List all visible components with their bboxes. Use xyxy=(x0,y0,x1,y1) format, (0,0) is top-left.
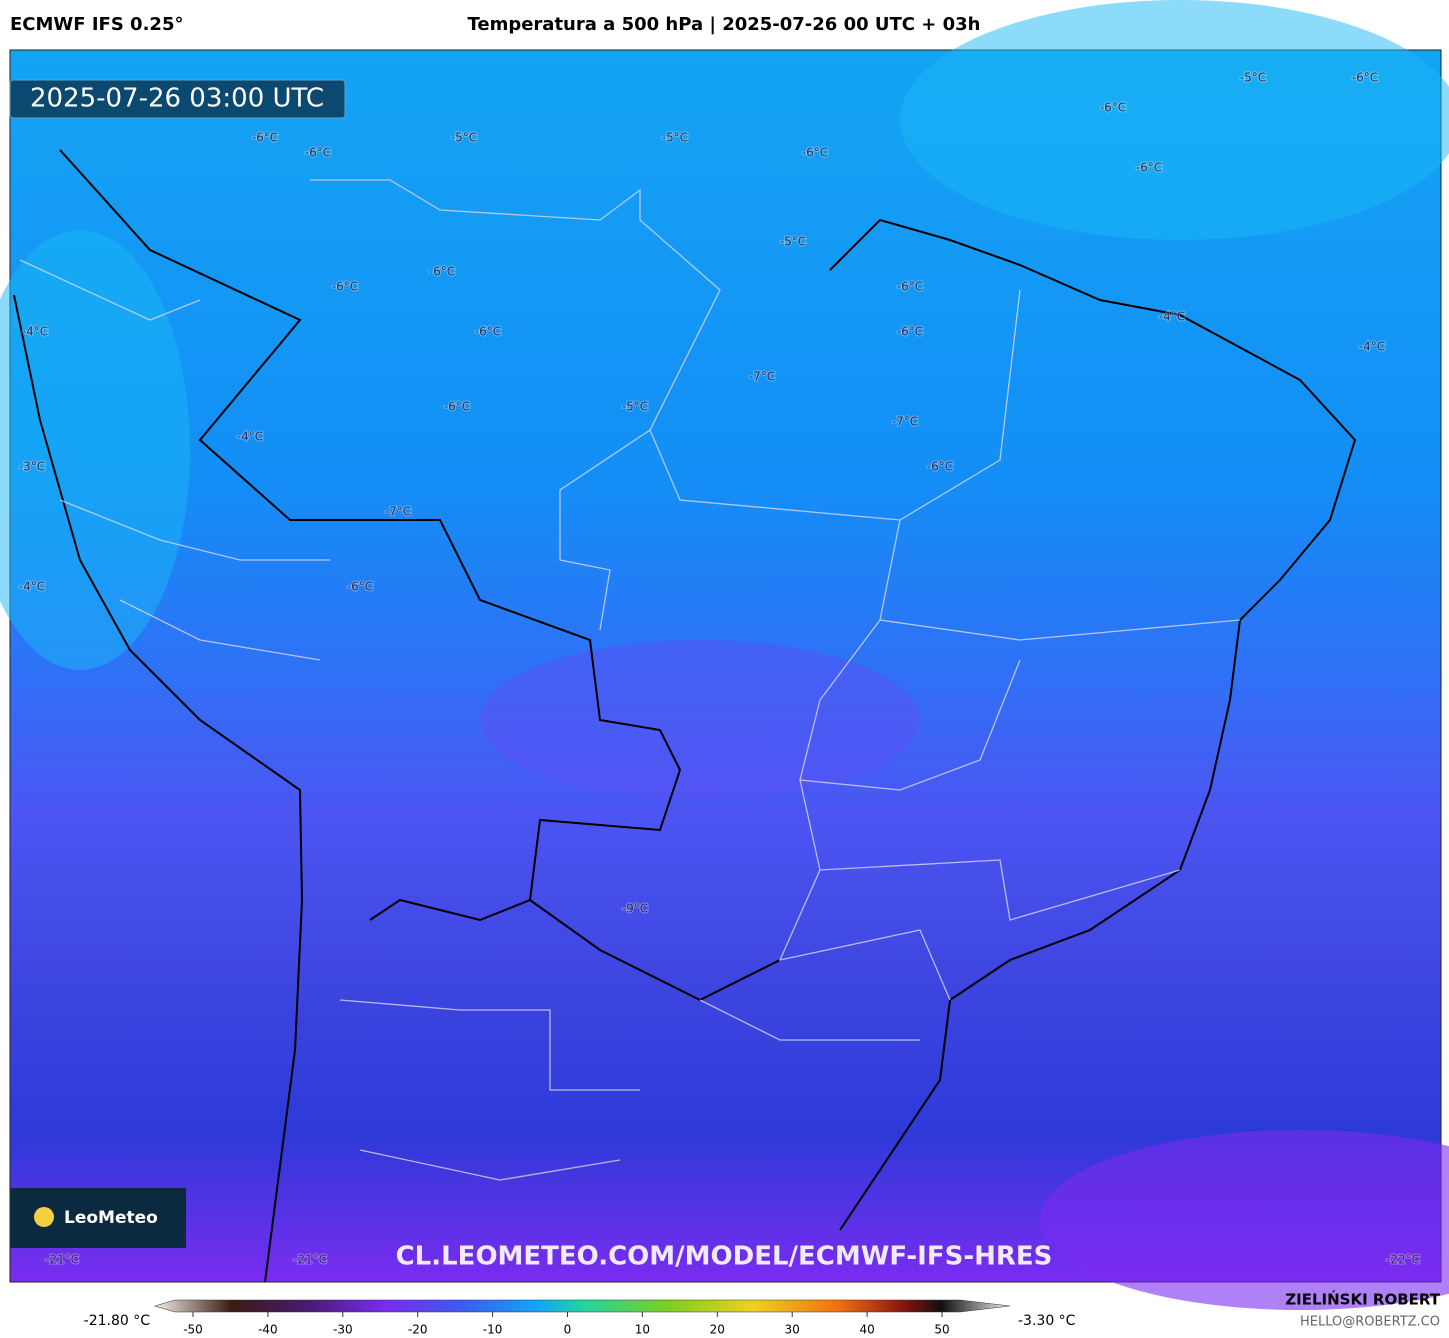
contour-label: -6°C xyxy=(347,580,373,594)
region-border xyxy=(19,259,640,1181)
contour-label: -21°C xyxy=(293,1253,327,1267)
colorbar-min: -21.80 °C xyxy=(84,1313,151,1329)
contour-label: -6°C xyxy=(1136,161,1162,175)
contour-label: -3°C xyxy=(19,460,45,474)
colorbar-tick-label: -50 xyxy=(183,1323,203,1337)
colorbar-tick-label: 0 xyxy=(564,1323,572,1337)
contour-label: -6°C xyxy=(429,265,455,279)
map-title: Temperatura a 500 hPa | 2025-07-26 00 UT… xyxy=(467,14,980,35)
timestamp-box xyxy=(9,79,346,119)
contour-label: -6°C xyxy=(305,146,331,160)
country-border xyxy=(59,149,781,1002)
contour-label: -4°C xyxy=(19,580,45,594)
colorbar-tick-label: -30 xyxy=(333,1323,353,1337)
contour-label: -6°C xyxy=(897,325,923,339)
contour-label: -9°C xyxy=(622,902,648,916)
contour-label: -5°C xyxy=(451,131,477,145)
contour-label: -6°C xyxy=(802,146,828,160)
contour-label: -5°C xyxy=(622,400,648,414)
colorbar-tick-label: -10 xyxy=(483,1323,503,1337)
contour-label: -6°C xyxy=(1100,101,1126,115)
contour-label: -4°C xyxy=(1159,310,1185,324)
logo-sun xyxy=(34,1207,54,1227)
timestamp: 2025-07-26 03:00 UTC xyxy=(30,84,324,114)
contour-label: -7°C xyxy=(385,505,411,519)
contour-label: -4°C xyxy=(1359,340,1385,354)
warm-area xyxy=(0,230,190,670)
contour-label: -6°C xyxy=(927,460,953,474)
contour-label: -5°C xyxy=(1240,71,1266,85)
cold-area xyxy=(1040,1130,1449,1310)
contour-label: -6°C xyxy=(1352,71,1378,85)
contour-label: -6°C xyxy=(332,280,358,294)
contour-label: -5°C xyxy=(780,235,806,249)
colorbar-max: -3.30 °C xyxy=(1018,1313,1076,1329)
contour-label: -21°C xyxy=(45,1253,79,1267)
contour-label: -6°C xyxy=(897,280,923,294)
state-border xyxy=(310,179,1241,1041)
warm-area xyxy=(900,0,1449,240)
contour-label: -6°C xyxy=(252,131,278,145)
model-name: ECMWF IFS 0.25° xyxy=(10,14,183,35)
contour-label: -4°C xyxy=(237,430,263,444)
contour-label: -7°C xyxy=(749,370,775,384)
colorbar-tick-label: 50 xyxy=(934,1323,949,1337)
contour-label: -22°C xyxy=(1386,1253,1420,1267)
contour-labels: -5°C -6°C -6°C -6°C -5°C -5°C -6°C -6°C -6°C -5°C… xyxy=(18,70,1421,1268)
contour-label: -6°C xyxy=(475,325,501,339)
colorbar-tick-label: -20 xyxy=(408,1323,428,1337)
contour-label: -6°C xyxy=(444,400,470,414)
watermark: CL.LEOMETEO.COM/MODEL/ECMWF-IFS-HRES xyxy=(396,1242,1053,1272)
colorbar-tick-label: 10 xyxy=(635,1323,650,1337)
colorbar-tick-label: -40 xyxy=(258,1323,278,1337)
colorbar-scale xyxy=(153,1299,1011,1313)
colorbar-tick-label: 20 xyxy=(710,1323,725,1337)
contour-label: -4°C xyxy=(22,325,48,339)
author: ZIELIŃSKI ROBERT xyxy=(1285,1290,1440,1309)
map: -5°C -6°C -6°C -6°C -5°C -5°C -6°C -6°C -6°C -5°C… xyxy=(0,0,1449,1310)
logo: LeoMeteo xyxy=(64,1208,158,1228)
coastline xyxy=(13,294,304,1283)
contour-label: -5°C xyxy=(662,131,688,145)
colorbar: -21.80 °C -3.30 °C -50 -40 -30 -20 -10 0 10 20 3… xyxy=(84,1299,1076,1337)
contact: HELLO@ROBERTZ.CO xyxy=(1300,1315,1440,1330)
contour-label: -7°C xyxy=(892,415,918,429)
cold-area xyxy=(480,640,920,800)
colorbar-tick-label: 30 xyxy=(785,1323,800,1337)
colorbar-tick-label: 40 xyxy=(859,1323,874,1337)
